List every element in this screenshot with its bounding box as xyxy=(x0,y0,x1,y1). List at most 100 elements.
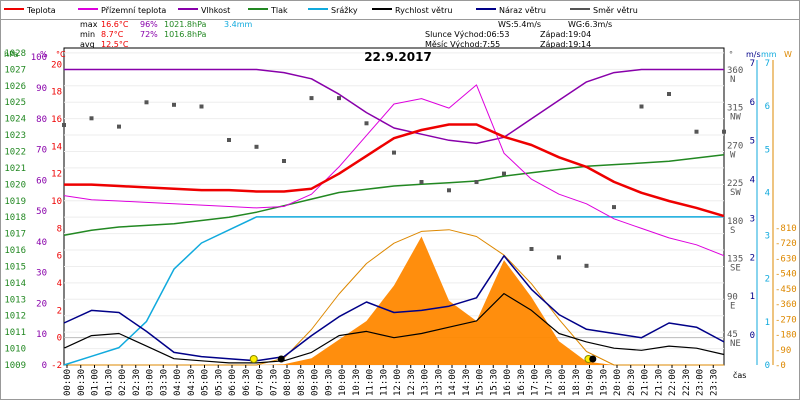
hpa-tick-label: 1017 xyxy=(4,230,26,240)
legend: Teplota Přízemní teplota Vlhkost Tlak Sr… xyxy=(4,6,638,15)
wind-dir-point xyxy=(557,255,561,260)
series-solar-radiation xyxy=(64,236,724,365)
hpa-tick-label: 1016 xyxy=(4,246,26,256)
legend-label-smer-vetru: Směr větru xyxy=(593,6,638,15)
dir-deg-label: 90 xyxy=(727,292,738,302)
legend-label-vlhkost: Vlhkost xyxy=(201,6,230,15)
axis-title-hpa: hPa xyxy=(4,50,19,59)
stat-avg-temp: 12.5°C xyxy=(101,40,129,49)
x-tick-label: 05:30 xyxy=(214,369,224,396)
ms-tick-label: 1 xyxy=(750,292,755,302)
legend-label-naraz-vetru: Náraz větru xyxy=(499,6,546,15)
wind-dir-point xyxy=(172,102,176,107)
pct-tick-label: 60 xyxy=(36,176,47,186)
hpa-tick-label: 1027 xyxy=(4,65,26,75)
dir-name-label: W xyxy=(730,150,736,160)
x-tick-label: 04:30 xyxy=(187,369,197,396)
axes: 1028102710261025102410231022102110201019… xyxy=(4,49,796,396)
x-tick-label: 19:30 xyxy=(599,369,609,396)
legend-label-srazky: Srážky xyxy=(331,6,358,15)
x-tick-label: 08:30 xyxy=(297,369,307,396)
x-tick-label: 21:30 xyxy=(654,369,664,396)
stat-max-press: 1021.8hPa xyxy=(164,20,207,29)
stat-max-rain: 3.4mm xyxy=(224,20,253,29)
stat-min-press: 1016.8hPa xyxy=(164,30,207,39)
stat-max-label: max xyxy=(80,20,98,29)
x-tick-label: 01:00 xyxy=(91,369,101,396)
c-tick-label: 14 xyxy=(51,142,62,152)
solar-radiation-layer xyxy=(64,229,724,366)
hpa-tick-label: 1014 xyxy=(4,279,26,289)
wind-dir-point xyxy=(667,92,671,96)
axis-title-ms: m/s xyxy=(746,50,761,59)
x-tick-label: 00:30 xyxy=(77,369,87,396)
x-tick-label: 17:00 xyxy=(531,369,541,396)
c-tick-label: 6 xyxy=(57,252,62,262)
series-layer xyxy=(63,68,725,366)
x-tick-label: 18:00 xyxy=(558,369,568,396)
x-tick-label: 09:00 xyxy=(311,369,321,396)
wind-dir-point xyxy=(639,104,644,109)
series-prizemni-teplota xyxy=(63,84,725,257)
dir-name-label: S xyxy=(730,226,735,236)
x-tick-label: 10:30 xyxy=(352,369,362,396)
stat-min-label: min xyxy=(80,30,95,39)
hpa-tick-label: 1023 xyxy=(4,131,26,141)
wind-dir-point xyxy=(419,180,424,184)
series-naraz-vetru xyxy=(63,255,725,362)
dir-name-label: SE xyxy=(730,264,741,274)
x-tick-label: 20:00 xyxy=(613,369,623,396)
moonset-marker xyxy=(589,355,597,363)
axis-title-pct: % xyxy=(40,50,48,59)
mm-tick-label: 0 xyxy=(765,361,770,371)
wind-dir-point xyxy=(89,116,94,121)
dir-name-label: N xyxy=(730,75,735,85)
hpa-tick-label: 1011 xyxy=(4,328,26,338)
mm-tick-label: 3 xyxy=(765,232,770,242)
x-tick-label: 13:00 xyxy=(421,369,431,396)
x-tick-label: 15:00 xyxy=(476,369,486,396)
dir-deg-label: 315 xyxy=(727,104,743,114)
x-tick-label: 11:00 xyxy=(366,369,376,396)
wind-dir-point xyxy=(584,263,589,268)
wind-dir-point xyxy=(199,104,204,109)
x-tick-label: 23:00 xyxy=(696,369,706,396)
info-ws: WS:5.4m/s xyxy=(498,20,541,29)
x-tick-label: 16:30 xyxy=(517,369,527,396)
ms-tick-label: 6 xyxy=(750,98,755,108)
c-tick-label: 10 xyxy=(51,197,62,207)
c-tick-label: 0 xyxy=(57,334,62,344)
w-tick-label: -810 xyxy=(775,224,797,234)
hpa-tick-label: 1020 xyxy=(4,180,26,190)
axis-title-w: W xyxy=(784,50,792,59)
mm-tick-label: 7 xyxy=(765,59,770,69)
hpa-tick-label: 1025 xyxy=(4,98,26,108)
x-tick-label: 04:00 xyxy=(173,369,183,396)
x-tick-label: 01:30 xyxy=(104,369,114,396)
series-tlak xyxy=(63,154,725,236)
x-tick-label: 13:30 xyxy=(434,369,444,396)
c-tick-label: 12 xyxy=(51,170,62,180)
dir-name-label: NW xyxy=(730,113,741,123)
w-tick-label: -270 xyxy=(775,315,797,325)
hpa-tick-label: 1013 xyxy=(4,295,26,305)
hpa-tick-label: 1028 xyxy=(4,49,26,59)
stat-min-temp: 8.7°C xyxy=(101,30,124,39)
wind-dir-point xyxy=(254,144,259,149)
info-wg: WG:6.3m/s xyxy=(568,20,612,29)
x-tick-label: 09:30 xyxy=(324,369,334,396)
series-clear-sky-radiation xyxy=(64,229,724,366)
x-tick-label: 02:00 xyxy=(118,369,128,396)
x-tick-label: 12:30 xyxy=(407,369,417,396)
x-tick-label: 18:30 xyxy=(572,369,582,396)
ms-tick-label: 0 xyxy=(750,331,755,341)
w-tick-label: -450 xyxy=(775,285,797,295)
x-tick-label: 23:30 xyxy=(709,369,719,396)
hpa-tick-label: 1009 xyxy=(4,361,26,371)
x-tick-label: 00:00 xyxy=(63,369,73,396)
hpa-tick-label: 1019 xyxy=(4,197,26,207)
x-tick-label: 05:00 xyxy=(201,369,211,396)
c-tick-label: 18 xyxy=(51,88,62,98)
mm-tick-label: 5 xyxy=(765,145,770,155)
